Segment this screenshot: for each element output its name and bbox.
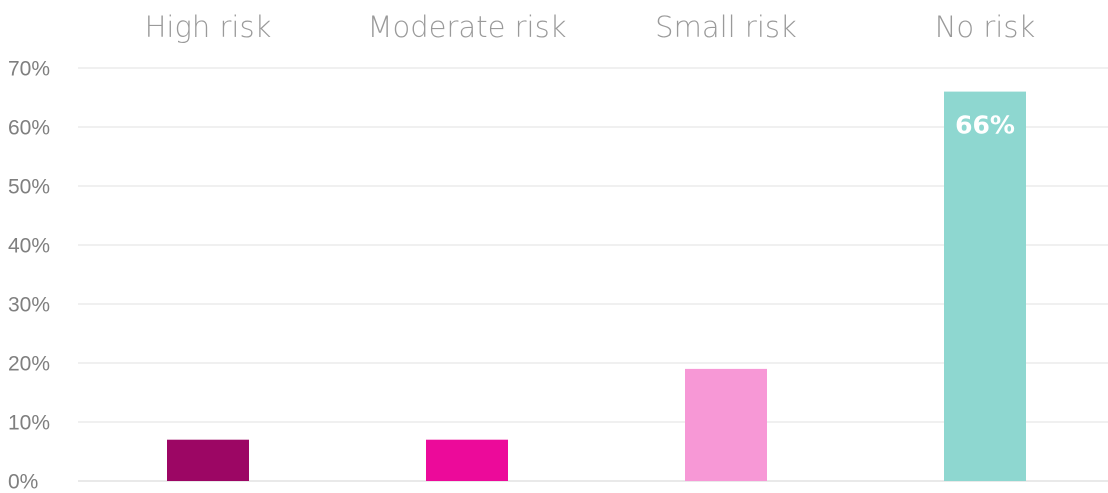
y-tick-label: 0%: [8, 471, 38, 493]
category-label: No risk: [935, 10, 1036, 44]
category-label: High risk: [145, 10, 272, 44]
bar: [426, 439, 508, 481]
y-axis-tick-labels: 0% 10% 20% 30% 40% 50% 60% 70%: [8, 58, 50, 493]
y-tick-label: 30%: [8, 294, 50, 317]
y-tick-label: 50%: [8, 176, 50, 199]
y-tick-label: 40%: [8, 235, 50, 258]
bar: [685, 368, 767, 481]
category-labels: High risk Moderate risk Small risk No risk: [145, 10, 1036, 44]
category-label: Small risk: [655, 10, 797, 44]
bar: [167, 439, 249, 481]
y-tick-label: 20%: [8, 353, 50, 376]
y-tick-label: 60%: [8, 117, 50, 140]
y-tick-label: 70%: [8, 58, 50, 81]
bars: [167, 91, 1026, 481]
bar: [944, 91, 1026, 481]
gridlines: [78, 67, 1108, 482]
category-label: Moderate risk: [367, 10, 566, 44]
data-labels: 66%: [955, 111, 1015, 140]
y-tick-label: 10%: [8, 412, 50, 435]
bar-value-label: 66%: [955, 111, 1015, 140]
